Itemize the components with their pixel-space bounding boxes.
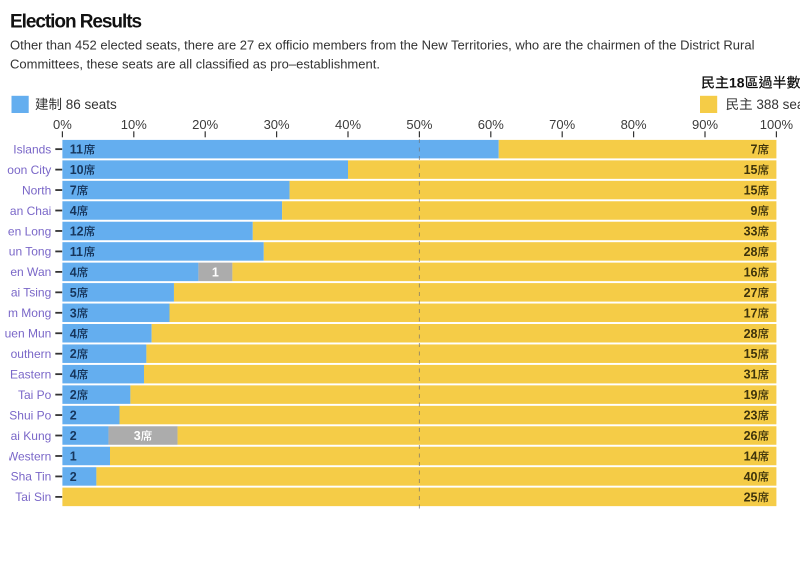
svg-text:30%: 30% — [264, 117, 290, 132]
svg-text:12: 12 — [70, 224, 84, 238]
svg-text:28: 28 — [744, 245, 758, 259]
svg-text:ai Tsing: ai Tsing — [11, 286, 51, 300]
svg-text:Sha Tin: Sha Tin — [11, 470, 52, 484]
svg-text:19: 19 — [744, 388, 758, 402]
svg-text:oon City: oon City — [7, 163, 51, 177]
svg-text:70%: 70% — [549, 117, 575, 132]
svg-text:40%: 40% — [335, 117, 361, 132]
svg-text:outhern: outhern — [11, 347, 52, 361]
svg-text:40: 40 — [744, 470, 758, 484]
svg-text:Islands: Islands — [13, 142, 51, 156]
svg-text:0%: 0% — [53, 117, 72, 132]
svg-text:16: 16 — [744, 265, 758, 279]
svg-text:10%: 10% — [121, 117, 147, 132]
svg-text:Tai Po: Tai Po — [18, 388, 52, 402]
svg-text:10: 10 — [70, 163, 84, 177]
svg-text:Eastern: Eastern — [10, 367, 51, 381]
svg-text:4: 4 — [70, 327, 77, 341]
svg-text:17: 17 — [744, 306, 758, 320]
svg-text:31: 31 — [744, 368, 758, 382]
svg-text:2: 2 — [70, 347, 77, 361]
svg-text:11: 11 — [70, 143, 83, 157]
svg-text:50%: 50% — [406, 117, 432, 132]
svg-text:Election Results: Election Results — [10, 12, 141, 33]
svg-text:2: 2 — [70, 409, 77, 423]
svg-text:3: 3 — [134, 429, 141, 443]
svg-text:7: 7 — [751, 143, 758, 157]
svg-text:uen Mun: uen Mun — [5, 327, 52, 341]
svg-text:4: 4 — [70, 265, 77, 279]
svg-text:90%: 90% — [692, 117, 718, 132]
svg-text:3: 3 — [70, 306, 77, 320]
svg-text:27: 27 — [744, 286, 758, 300]
svg-text:25: 25 — [744, 490, 758, 504]
svg-text:Shui Po: Shui Po — [9, 408, 51, 422]
svg-text:15: 15 — [744, 184, 758, 198]
svg-text:11: 11 — [70, 245, 83, 259]
svg-text:1: 1 — [212, 265, 219, 279]
svg-text:100%: 100% — [760, 117, 794, 132]
svg-text:2: 2 — [70, 429, 77, 443]
svg-text:388 seats: 388 seats — [756, 97, 800, 112]
svg-text:28: 28 — [744, 327, 758, 341]
svg-text:m Mong: m Mong — [8, 306, 51, 320]
svg-text:Committees, these seats are al: Committees, these seats are all classifi… — [10, 57, 380, 72]
svg-text:en Long: en Long — [8, 224, 51, 238]
svg-text:23: 23 — [744, 409, 758, 423]
svg-text:Western: Western — [7, 449, 51, 463]
svg-text:2: 2 — [70, 388, 77, 402]
svg-text:Tai Sin: Tai Sin — [15, 490, 51, 504]
svg-text:15: 15 — [744, 347, 758, 361]
svg-text:4: 4 — [70, 368, 77, 382]
svg-text:4: 4 — [70, 204, 77, 218]
svg-text:un Tong: un Tong — [9, 245, 52, 259]
svg-text:60%: 60% — [478, 117, 504, 132]
svg-text:33: 33 — [744, 224, 758, 238]
svg-text:an Chai: an Chai — [10, 204, 51, 218]
svg-text:9: 9 — [751, 204, 758, 218]
svg-text:20%: 20% — [192, 117, 218, 132]
svg-text:80%: 80% — [621, 117, 647, 132]
svg-text:ai Kung: ai Kung — [11, 429, 52, 443]
svg-text:14: 14 — [744, 449, 758, 463]
svg-text:5: 5 — [70, 286, 77, 300]
svg-text:15: 15 — [744, 163, 758, 177]
svg-text:86 seats: 86 seats — [66, 97, 117, 112]
svg-text:North: North — [22, 183, 51, 197]
svg-text:2: 2 — [70, 470, 77, 484]
svg-text:Other than 452 elected seats,: Other than 452 elected seats, there are … — [10, 37, 755, 52]
svg-text:1: 1 — [70, 449, 77, 463]
svg-text:18: 18 — [729, 75, 745, 91]
svg-text:26: 26 — [744, 429, 758, 443]
svg-text:7: 7 — [70, 184, 77, 198]
svg-text:en Wan: en Wan — [10, 265, 51, 279]
